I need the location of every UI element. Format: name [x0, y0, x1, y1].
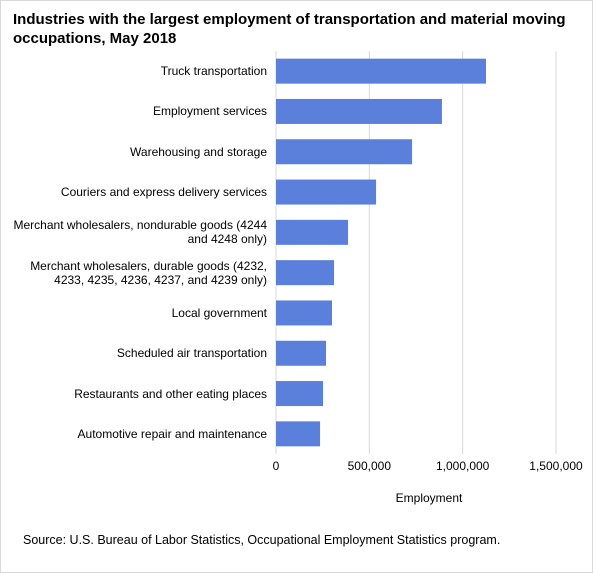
bar — [276, 260, 335, 286]
bar — [276, 381, 324, 407]
y-tick-label: Local government — [171, 305, 267, 320]
bar — [276, 340, 327, 366]
y-tick-label: Automotive repair and maintenance — [77, 426, 267, 441]
bar — [276, 98, 442, 124]
y-tick-label: Truck transportation — [160, 64, 267, 79]
bar — [276, 300, 332, 326]
x-tick-label: 1,500,000 — [529, 459, 583, 473]
bar — [276, 139, 413, 165]
y-tick-label: Merchant wholesalers, durable goods (423… — [30, 258, 267, 287]
bar — [276, 179, 377, 205]
x-tick-label: 500,000 — [348, 459, 392, 473]
y-tick-label: Employment services — [152, 104, 267, 119]
y-tick-label: Scheduled air transportation — [116, 346, 267, 361]
x-axis-title: Employment — [396, 491, 463, 505]
x-tick-label: 0 — [273, 459, 280, 473]
bar — [276, 58, 486, 84]
x-tick-label: 1,000,000 — [436, 459, 490, 473]
chart-title: Industries with the largest employment o… — [13, 11, 566, 47]
y-tick-label: Couriers and express delivery services — [60, 185, 267, 200]
y-tick-label: Merchant wholesalers, nondurable goods (… — [13, 218, 268, 247]
bar — [276, 421, 321, 447]
bar — [276, 219, 349, 245]
source-note: Source: U.S. Bureau of Labor Statistics,… — [23, 533, 501, 547]
y-tick-label: Warehousing and storage — [130, 144, 267, 159]
y-tick-label: Restaurants and other eating places — [74, 386, 267, 401]
